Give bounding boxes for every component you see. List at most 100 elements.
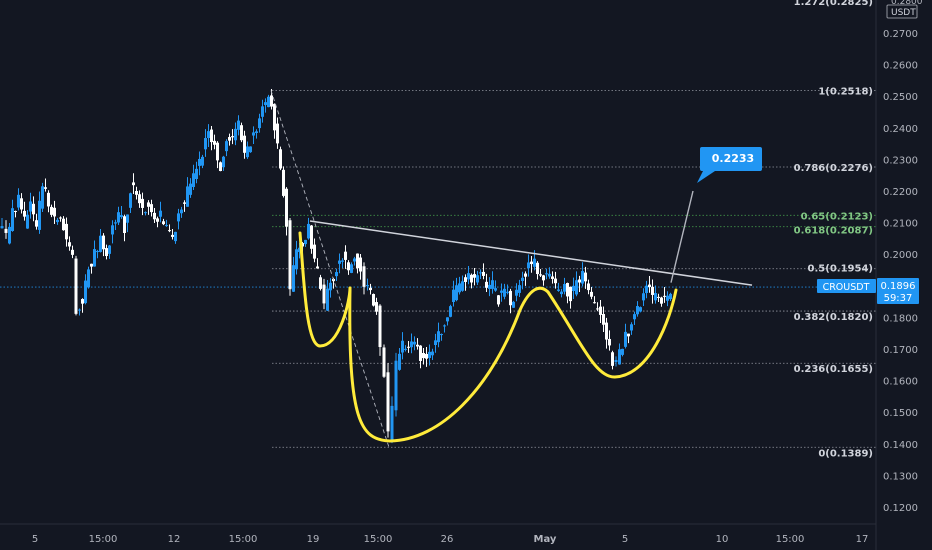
candle-body — [645, 285, 648, 294]
candle-body — [621, 348, 624, 355]
candle-body — [210, 129, 213, 143]
candle-body — [177, 213, 180, 222]
candle-body — [431, 351, 434, 356]
head-curve — [348, 286, 550, 443]
candle-body — [313, 244, 316, 259]
candle-body — [213, 140, 216, 145]
candle-body — [413, 341, 416, 345]
candle-body — [23, 210, 26, 217]
candle-body — [366, 285, 369, 287]
candle-body — [536, 262, 539, 275]
candle-body — [156, 218, 159, 222]
candle-body — [382, 347, 386, 377]
candle-body — [285, 188, 288, 227]
candle-body — [467, 273, 470, 280]
candle-body — [378, 305, 382, 348]
candle-body — [506, 291, 509, 293]
candle-body — [59, 217, 62, 219]
candle-body — [222, 156, 225, 168]
price-tick-label: 0.2300 — [883, 155, 918, 166]
time-tick-label: 10 — [716, 534, 729, 545]
candle-body — [132, 182, 135, 186]
target-price-label: 0.2233 — [712, 152, 754, 165]
candle-body — [663, 295, 666, 297]
candle-body — [258, 118, 261, 129]
candle-body — [96, 251, 99, 253]
candle-body — [141, 198, 144, 208]
candle-body — [446, 317, 449, 322]
candle-body — [416, 344, 419, 347]
candle-body — [78, 309, 81, 311]
candle-body — [362, 266, 366, 287]
candle-body — [180, 209, 183, 214]
price-tick-label: 0.2700 — [883, 29, 918, 40]
candle-body — [527, 262, 530, 269]
candle-body — [249, 146, 252, 153]
fib-label: 0.236(0.1655) — [794, 364, 873, 375]
time-tick-label: 26 — [441, 534, 454, 545]
candle-body — [246, 146, 249, 158]
candle-body — [425, 353, 428, 359]
candle-body — [428, 351, 431, 359]
candle-body — [84, 280, 87, 304]
fib-label: 1.272(0.2825) — [794, 0, 873, 8]
candle-body — [344, 251, 347, 260]
candle-body — [657, 296, 660, 298]
candle-body — [270, 95, 273, 107]
candle-body — [593, 302, 596, 304]
fibonacci-levels: 1.272(0.2825) 1(0.2518) 0.786(0.2276) 0.65(… — [0, 0, 876, 459]
candle-body — [440, 334, 443, 336]
fib-label: 0.5(0.1954) — [808, 264, 873, 275]
left-shoulder-curve — [298, 231, 352, 348]
currency-label: USDT — [891, 8, 916, 18]
candle-body — [44, 187, 47, 189]
candle-body — [292, 265, 295, 292]
candle-body — [524, 273, 527, 277]
candle-body — [20, 198, 23, 210]
candle-body — [310, 225, 313, 249]
candle-body — [234, 128, 237, 141]
last-price-label: 0.1896 — [881, 281, 916, 292]
candle-body — [65, 223, 68, 240]
candle-body — [71, 249, 74, 255]
candle-body — [479, 272, 482, 274]
fib-label: 0(0.1389) — [818, 448, 873, 459]
candle-body — [322, 284, 326, 304]
candle-body — [482, 271, 485, 276]
candle-body — [455, 285, 458, 301]
price-axis-bg — [876, 0, 932, 550]
candle-body — [401, 340, 404, 353]
candle-body — [26, 214, 29, 229]
candle-body — [50, 206, 53, 215]
candle-body — [8, 226, 11, 244]
candle-body — [17, 194, 20, 208]
candle-body — [458, 283, 461, 293]
candle-body — [135, 191, 138, 195]
price-tick-label: 0.2500 — [883, 92, 918, 103]
candle-body — [369, 287, 372, 291]
candle-body — [225, 141, 228, 152]
candle-body — [353, 258, 356, 262]
candles — [0, 89, 672, 444]
candle-body — [614, 359, 618, 363]
candle-body — [503, 288, 506, 297]
candle-body — [35, 220, 38, 227]
fib-label: 0.382(0.1820) — [794, 312, 873, 323]
candle-body — [375, 302, 378, 312]
price-axis: 0.2700 0.2600 0.2500 0.2400 0.2300 0.2200 0.21… — [875, 0, 932, 550]
candle-body — [219, 162, 222, 172]
time-tick-label: May — [534, 534, 557, 545]
fib-label: 1(0.2518) — [818, 87, 873, 98]
price-tick-label: 0.1300 — [883, 471, 918, 482]
price-tick-label: 0.1500 — [883, 408, 918, 419]
candle-body — [243, 135, 246, 153]
candle-body — [195, 168, 198, 180]
candle-body — [326, 288, 329, 311]
candle-body — [627, 333, 630, 337]
candle-body — [494, 288, 497, 291]
candle-body — [120, 215, 123, 218]
candle-body — [485, 281, 488, 288]
candle-body — [288, 220, 292, 290]
candle-body — [255, 131, 258, 134]
time-tick-label: 5 — [622, 534, 628, 545]
